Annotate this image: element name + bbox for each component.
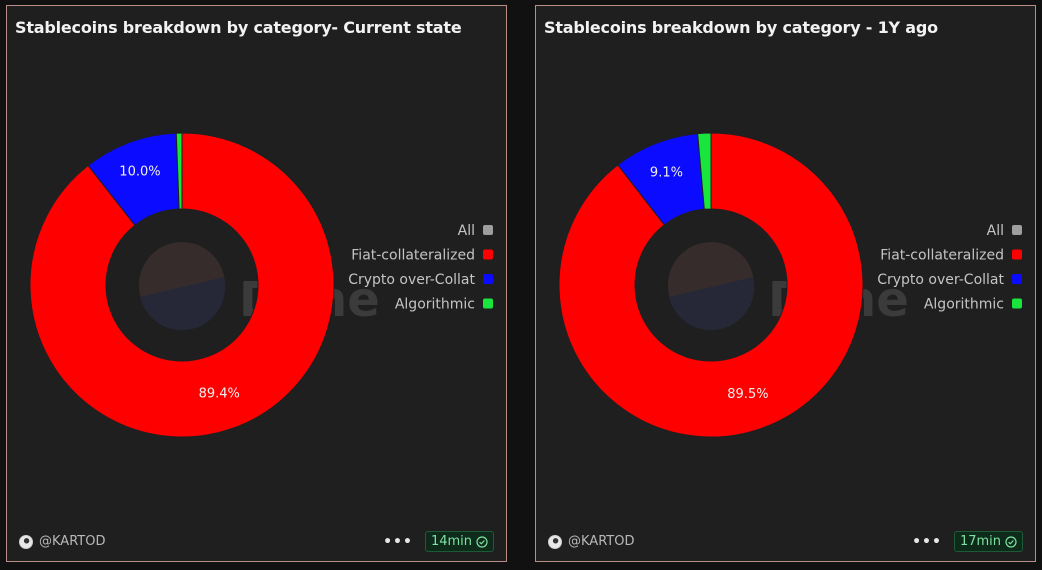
donut-slice-fiat-collateralized[interactable] [29, 132, 335, 438]
avatar-icon [19, 534, 33, 549]
author-link[interactable]: @KARTOD [548, 534, 634, 549]
legend-label: Algorithmic [395, 297, 475, 313]
refresh-badge[interactable]: 17min [953, 531, 1023, 552]
legend-swatch [483, 225, 493, 235]
chart-panel-current: Dune89.4%10.0%AllFiat-collateralizedCryp… [6, 5, 507, 562]
slice-data-label: 89.4% [199, 387, 240, 402]
legend-item-algorithmic[interactable]: Algorithmic [924, 297, 1022, 313]
legend-swatch [483, 249, 493, 260]
check-circle-icon [1005, 535, 1017, 548]
refresh-badge[interactable]: 14min [424, 531, 494, 552]
donut-slice-algorithmic[interactable] [175, 132, 183, 210]
legend-item-algorithmic[interactable]: Algorithmic [395, 297, 493, 313]
slice-data-label: 89.5% [727, 387, 768, 402]
donut-chart-current: Dune89.4%10.0%AllFiat-collateralizedCryp… [29, 132, 493, 438]
legend-label: All [458, 223, 475, 239]
legend-label: Fiat-collateralized [351, 248, 475, 264]
legend-swatch [1012, 298, 1022, 309]
legend-item-crypto-over-collat[interactable]: Crypto over-Collat [348, 272, 493, 288]
chart-title: Stablecoins breakdown by category- Curre… [15, 18, 462, 37]
author-name: @KARTOD [39, 534, 106, 549]
legend-label: Algorithmic [924, 297, 1004, 313]
legend-swatch [1012, 274, 1022, 284]
slice-data-label: 9.1% [650, 165, 683, 180]
donut-chart-1y-ago: Dune89.5%9.1%AllFiat-collateralizedCrypt… [558, 132, 1022, 438]
refresh-time: 14min [430, 534, 472, 549]
ellipsis-icon[interactable]: ••• [912, 533, 942, 550]
legend-swatch [483, 274, 493, 284]
panel-footer-actions: ••• 14min [383, 531, 494, 552]
donut-slice-fiat-collateralized[interactable] [558, 132, 864, 438]
legend-label: Crypto over-Collat [348, 272, 475, 288]
legend-item-all[interactable]: All [458, 223, 493, 239]
legend-swatch [1012, 225, 1022, 235]
ellipsis-icon[interactable]: ••• [383, 533, 413, 550]
author-name: @KARTOD [568, 534, 635, 549]
avatar-icon [548, 534, 562, 549]
legend-swatch [483, 298, 493, 309]
donut-slice-algorithmic[interactable] [697, 132, 712, 210]
legend-label: Fiat-collateralized [880, 248, 1004, 264]
author-link[interactable]: @KARTOD [19, 534, 105, 549]
legend-item-fiat-collateralized[interactable]: Fiat-collateralized [351, 248, 493, 264]
refresh-time: 17min [959, 534, 1001, 549]
chart-title: Stablecoins breakdown by category - 1Y a… [544, 18, 938, 37]
legend-label: Crypto over-Collat [877, 272, 1004, 288]
check-circle-icon [476, 535, 488, 548]
legend-swatch [1012, 249, 1022, 260]
panel-footer-actions: ••• 17min [912, 531, 1023, 552]
legend-label: All [987, 223, 1004, 239]
chart-panel-1y-ago: Dune89.5%9.1%AllFiat-collateralizedCrypt… [535, 5, 1036, 562]
legend-item-fiat-collateralized[interactable]: Fiat-collateralized [880, 248, 1022, 264]
slice-data-label: 10.0% [119, 164, 160, 179]
legend-item-all[interactable]: All [987, 223, 1022, 239]
legend-item-crypto-over-collat[interactable]: Crypto over-Collat [877, 272, 1022, 288]
